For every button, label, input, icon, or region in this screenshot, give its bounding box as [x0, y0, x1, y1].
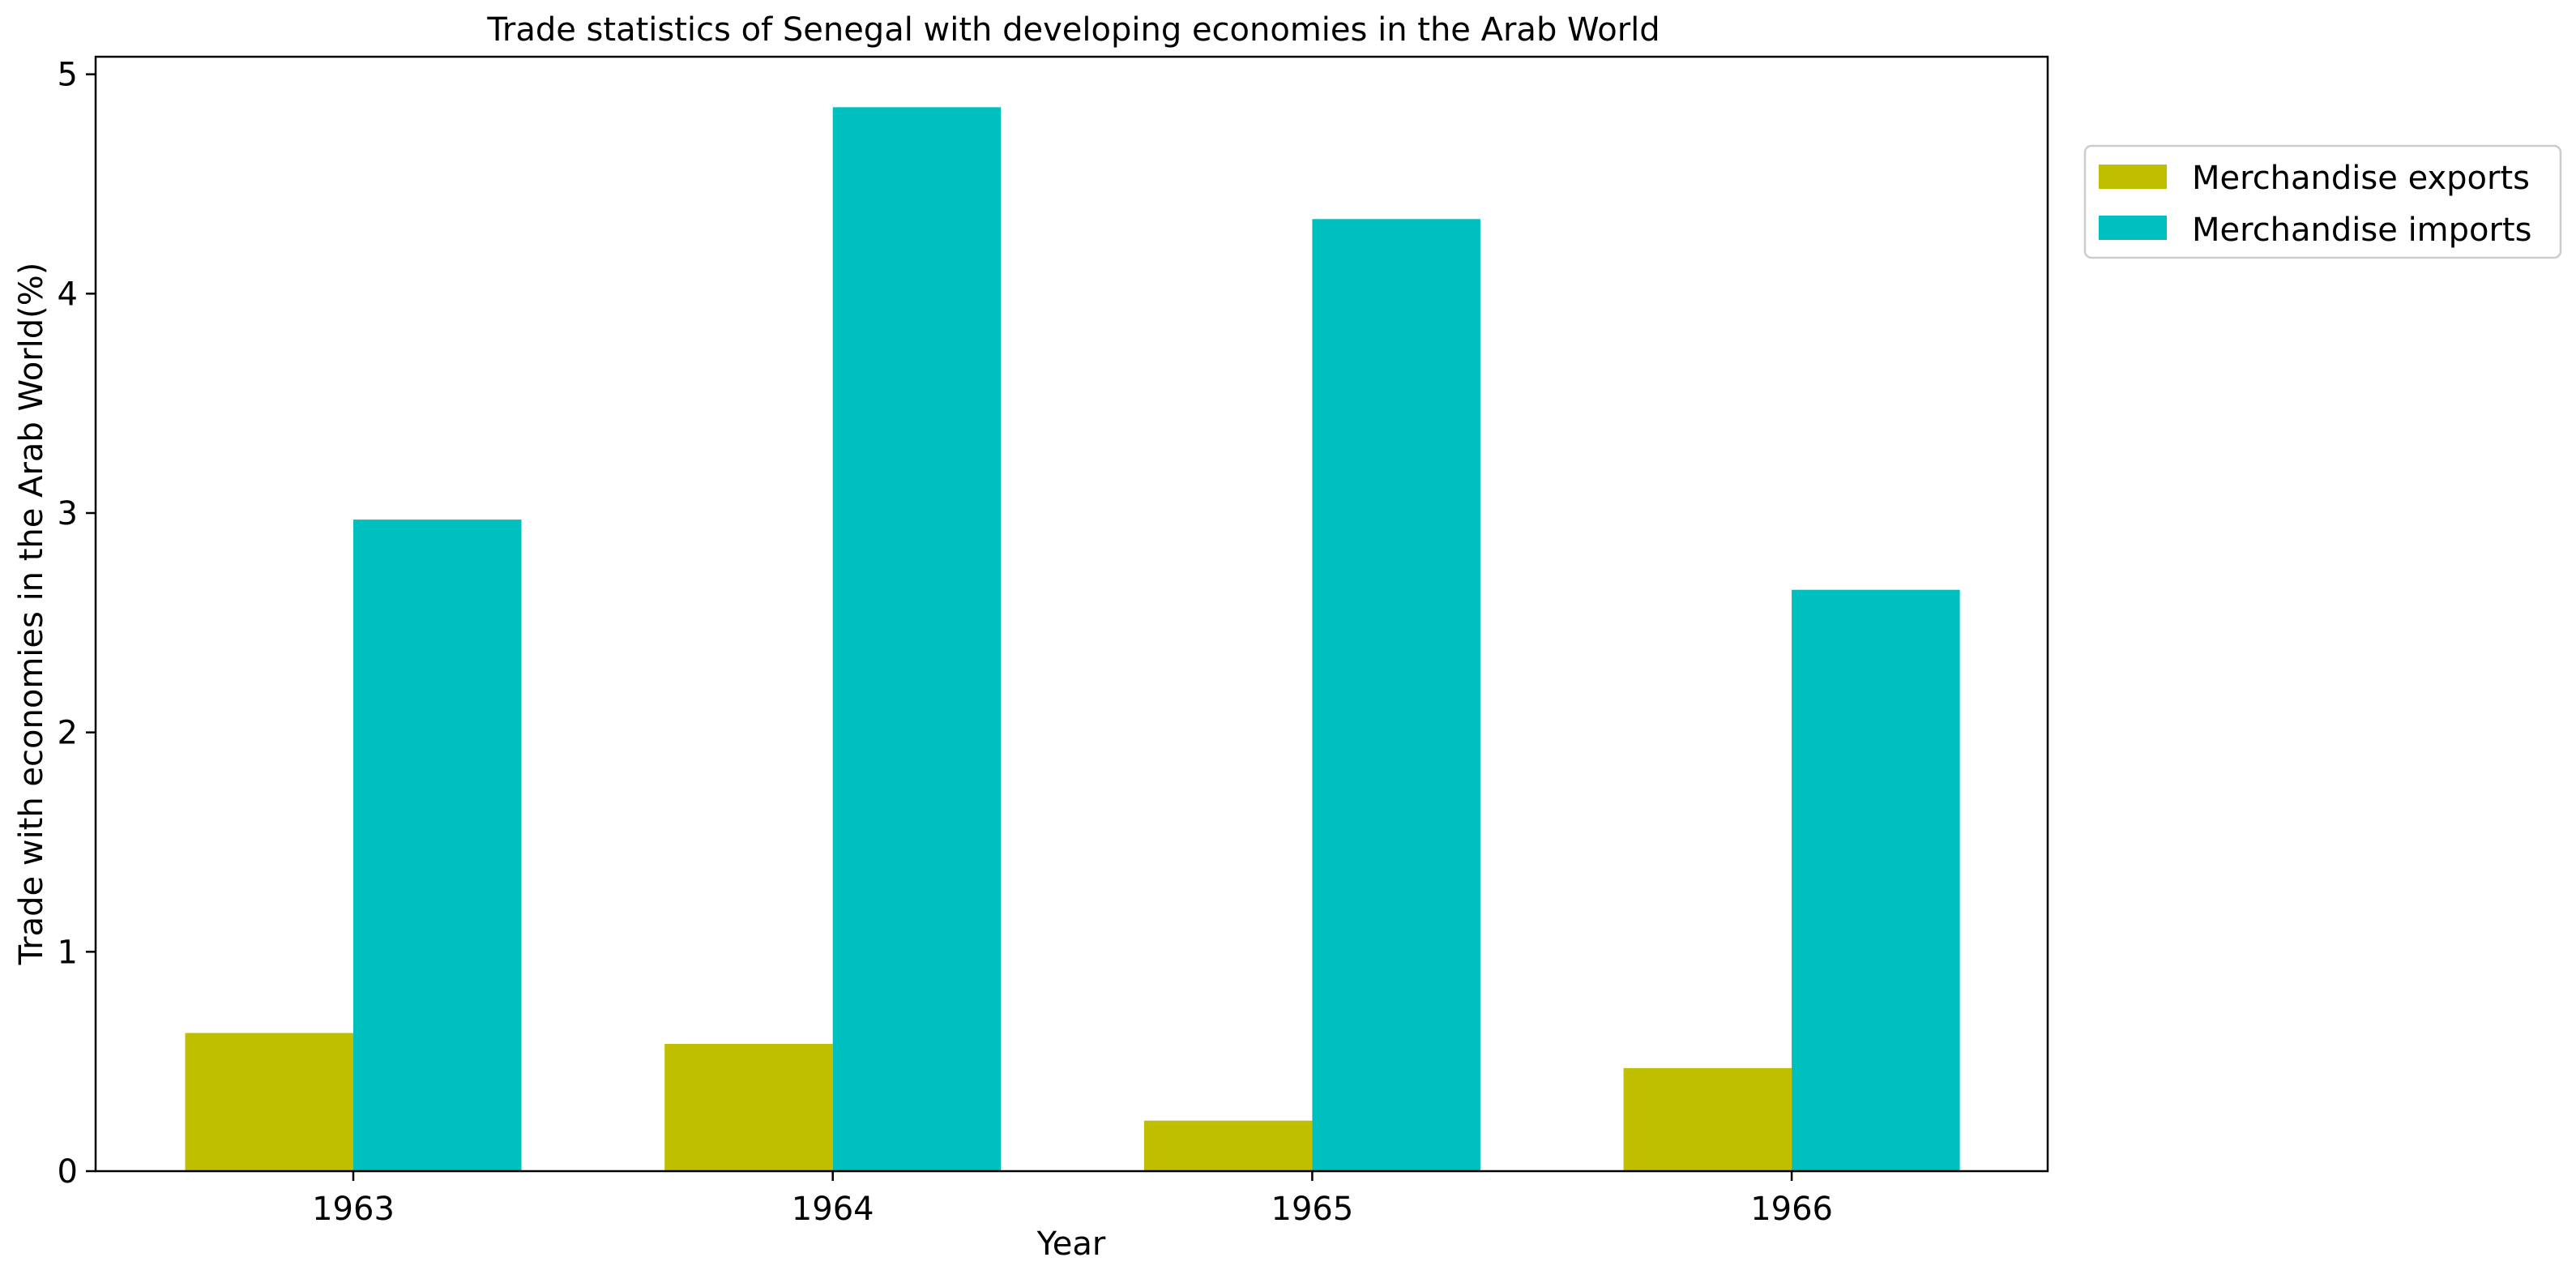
legend-swatch-imports [2099, 216, 2167, 240]
y-tick-label: 0 [58, 1153, 78, 1191]
bars-group [185, 107, 1960, 1171]
plot-frame [94, 55, 2049, 1173]
y-axis-ticks: 0 1 2 3 4 5 [58, 57, 96, 1191]
legend-label-imports: Merchandise imports [2192, 212, 2531, 249]
bar-exports-1965 [1143, 1120, 1313, 1171]
y-tick-label: 5 [58, 57, 78, 94]
y-tick-label: 1 [58, 934, 78, 971]
bar-exports-1966 [1623, 1067, 1792, 1171]
chart-title: Trade statistics of Senegal with develop… [486, 11, 1660, 49]
legend-label-exports: Merchandise exports [2192, 160, 2530, 197]
y-tick-label: 3 [58, 495, 78, 532]
x-axis-ticks: 1963 1964 1965 1966 [312, 1171, 1833, 1228]
y-axis-label: Trade with economies in the Arab World(%… [13, 263, 50, 966]
bar-imports-1965 [1312, 219, 1480, 1171]
x-tick-label: 1964 [792, 1191, 874, 1228]
x-tick-label: 1965 [1271, 1191, 1354, 1228]
legend-swatch-exports [2099, 165, 2167, 189]
bar-imports-1963 [353, 520, 522, 1171]
bar-exports-1964 [664, 1044, 833, 1171]
bar-exports-1963 [185, 1033, 353, 1171]
x-tick-label: 1966 [1750, 1191, 1833, 1228]
y-tick-label: 4 [58, 276, 78, 313]
x-tick-label: 1963 [312, 1191, 395, 1228]
x-axis-label: Year [1036, 1225, 1106, 1263]
legend-box [2083, 144, 2562, 259]
bar-imports-1964 [832, 107, 1002, 1171]
legend: Merchandise exports Merchandise imports [2083, 144, 2562, 259]
bar-imports-1966 [1792, 589, 1960, 1171]
y-tick-label: 2 [58, 715, 78, 752]
